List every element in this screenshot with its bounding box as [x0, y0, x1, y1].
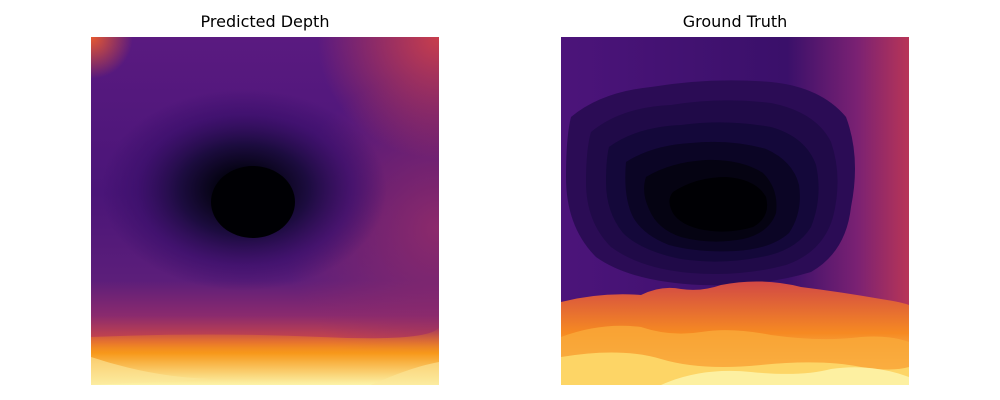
ground-truth-map — [561, 37, 909, 385]
ground-truth-title: Ground Truth — [682, 12, 788, 31]
predicted-depth-map — [91, 37, 439, 385]
predicted-depth-title: Predicted Depth — [200, 12, 330, 31]
